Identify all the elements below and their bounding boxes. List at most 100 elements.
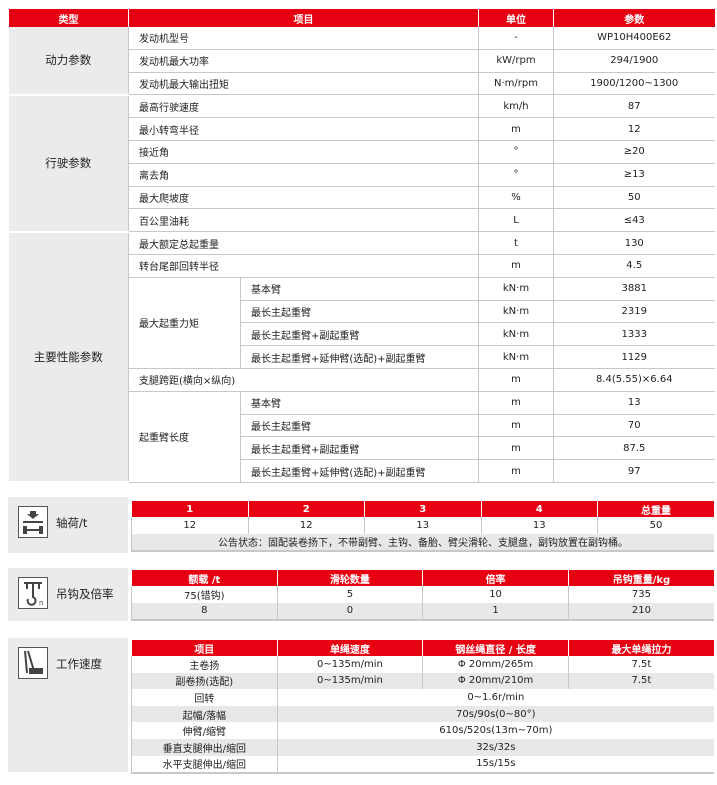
item-cell: 发动机最大功率 [128, 49, 479, 73]
table-cell: 75(错钩) [131, 586, 278, 603]
subgroup-cell: 最大起重力矩 [128, 277, 241, 369]
table-cell: 5 [276, 586, 423, 603]
value-cell: 294/1900 [553, 49, 715, 73]
unit-cell: m [478, 117, 554, 141]
unit-cell: t [478, 231, 554, 255]
item-cell: 支腿跨距(横向×纵向) [128, 368, 479, 392]
table-cell: 主卷扬 [131, 656, 278, 673]
unit-cell: m [478, 254, 554, 278]
unit-cell: m [478, 368, 554, 392]
table-cell: 32s/32s [276, 738, 714, 756]
table-cell: 13 [364, 517, 481, 534]
table-row: 75(错钩) 5 10 735 [131, 586, 714, 603]
unit-cell: kW/rpm [478, 49, 554, 73]
item-cell: 最高行驶速度 [128, 94, 479, 119]
header-cell: 2 [247, 501, 365, 517]
header-cell: 单位 [478, 9, 554, 27]
subgroup-cell: 起重臂长度 [128, 391, 241, 483]
header-cell: 3 [364, 501, 481, 517]
speed-section: 工作速度 项目 单绳速度 钢丝绳直径 / 长度 最大单绳拉力 主卷扬 0~135m/min… [8, 638, 714, 775]
table-row: 接近角 ° ≥20 [9, 140, 715, 164]
value-cell: 50 [553, 186, 715, 210]
category-cell: 动力参数 [8, 27, 129, 96]
table-row: 起重臂长度 基本臂 m 13 [9, 391, 715, 483]
table-row: 最长主起重臂+延伸臂(选配)+副起重臂 m 97 [9, 459, 715, 483]
table-row: 最大起重力矩 基本臂 kN·m 3881 [9, 277, 715, 369]
axle-label-box: 轴荷/t [8, 497, 128, 553]
table-cell: 210 [567, 602, 714, 622]
crane-icon [18, 647, 48, 679]
table-row: 转台尾部回转半径 m 4.5 [9, 254, 715, 278]
table-cell: 0~135m/min [276, 656, 423, 673]
value-cell: 3881 [553, 277, 715, 301]
header-cell: 吊钩重量/kg [567, 570, 714, 586]
value-cell: WP10H400E62 [553, 27, 715, 50]
table-cell: 1 [422, 602, 569, 622]
value-cell: 130 [553, 231, 715, 255]
table-cell: 10 [422, 586, 569, 603]
table-cell: 15s/15s [276, 755, 714, 775]
header-cell: 倍率 [422, 570, 569, 586]
value-cell: 97 [553, 459, 715, 483]
table-row: 8 0 1 210 [131, 602, 714, 622]
item-cell: 最长主起重臂 [240, 300, 479, 324]
unit-cell: kN·m [478, 277, 554, 301]
hook-icon: n [18, 577, 48, 609]
item-cell: 百公里油耗 [128, 208, 479, 233]
table-row: 支腿跨距(横向×纵向) m 8.4(5.55)×6.64 [9, 368, 715, 392]
unit-cell: kN·m [478, 345, 554, 369]
value-cell: 4.5 [553, 254, 715, 278]
table-row: 水平支腿伸出/缩回 15s/15s [131, 755, 714, 775]
item-cell: 最长主起重臂+延伸臂(选配)+副起重臂 [240, 345, 479, 369]
hook-label-box: n 吊钩及倍率 [8, 568, 128, 621]
hook-label: 吊钩及倍率 [56, 587, 114, 601]
table-cell: 8 [131, 602, 278, 622]
header-cell: 1 [131, 501, 248, 517]
item-cell: 基本臂 [240, 277, 479, 301]
svg-text:n: n [39, 599, 43, 607]
category-cell: 行驶参数 [8, 94, 129, 233]
table-cell: 735 [567, 586, 714, 603]
axle-label: 轴荷/t [56, 516, 88, 530]
header-row: 类型 项目 单位 参数 [8, 9, 715, 27]
header-cell: 滑轮数量 [276, 570, 423, 586]
table-row: 最长主起重臂+副起重臂 m 87.5 [9, 436, 715, 461]
speed-label: 工作速度 [56, 657, 102, 671]
item-cell: 转台尾部回转半径 [128, 254, 479, 278]
table-row: 回转 0~1.6r/min [131, 689, 714, 706]
axle-table: 1 2 3 4 总重量 12 12 13 13 50 公告状态：固配装卷扬下，不带副臂、主钩、备胎、… [131, 501, 714, 553]
value-cell: ≤43 [553, 208, 715, 233]
table-cell: 7.5t [567, 656, 714, 673]
table-row: 1 2 3 4 总重量 [131, 501, 714, 517]
item-cell: 最小转弯半径 [128, 117, 479, 141]
item-cell: 离去角 [128, 163, 479, 187]
header-cell: 总重量 [597, 501, 714, 517]
unit-cell: m [478, 414, 554, 438]
unit-cell: m [478, 391, 554, 415]
table-row: 动力参数 发动机型号 - WP10H400E62 [8, 27, 715, 96]
unit-cell: km/h [478, 94, 554, 119]
header-cell: 项目 [128, 9, 479, 27]
item-cell: 最长主起重臂+副起重臂 [240, 436, 479, 461]
table-row: 主卷扬 0~135m/min Φ 20mm/265m 7.5t [131, 656, 714, 673]
table-row: 离去角 ° ≥13 [9, 163, 715, 187]
table-row: 最长主起重臂 kN·m 2319 [9, 300, 715, 324]
unit-cell: m [478, 459, 554, 483]
value-cell: 12 [553, 117, 715, 141]
value-cell: 87.5 [553, 436, 715, 461]
table-row: 发动机最大输出扭矩 N·m/rpm 1900/1200~1300 [9, 72, 715, 96]
hook-section: n 吊钩及倍率 额载 /t 滑轮数量 倍率 吊钩重量/kg 75(错钩) 5 10 735 8 0… [8, 568, 714, 622]
item-cell: 发动机最大输出扭矩 [128, 72, 479, 96]
table-row: 伸臂/缩臂 610s/520s(13m~70m) [131, 722, 714, 739]
value-cell: 13 [553, 391, 715, 415]
unit-cell: kN·m [478, 322, 554, 347]
value-cell: 1333 [553, 322, 715, 347]
table-cell: 13 [480, 517, 598, 534]
table-cell: 0 [276, 602, 423, 622]
item-cell: 基本臂 [240, 391, 479, 415]
table-row: 行驶参数 最高行驶速度 km/h 87 [8, 94, 715, 233]
table-cell: 回转 [131, 689, 278, 706]
table-row: 最小转弯半径 m 12 [9, 117, 715, 141]
unit-cell: L [478, 208, 554, 233]
table-row: 公告状态：固配装卷扬下，不带副臂、主钩、备胎、臂尖滑轮、支腿盘，副钩放置在副钩桶… [131, 533, 714, 553]
